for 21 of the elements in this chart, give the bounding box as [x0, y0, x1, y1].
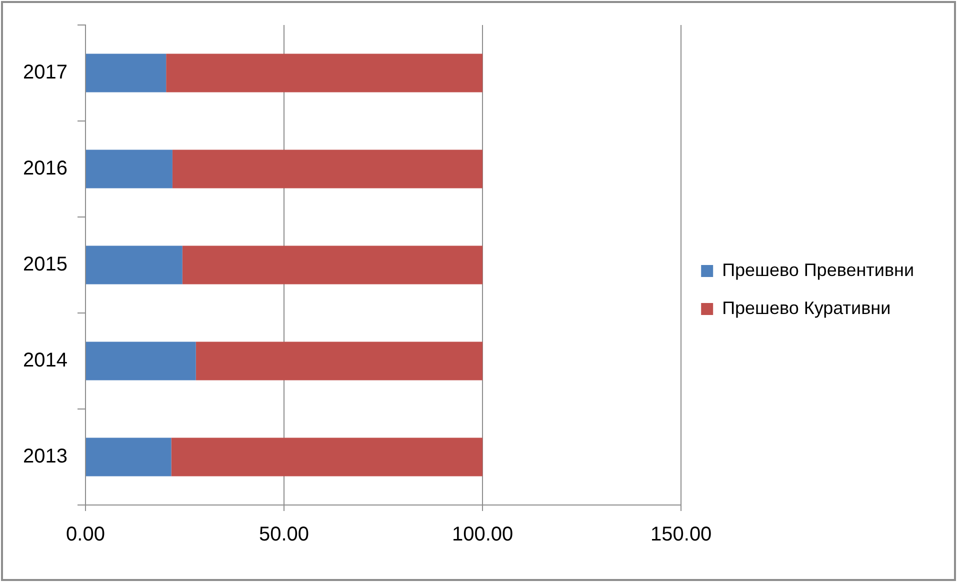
bar: [196, 342, 483, 380]
y-tick-label: 2013: [22, 446, 68, 468]
x-tick-label: 150.00: [650, 524, 712, 546]
y-tick-label: 2017: [22, 62, 68, 84]
x-tick-label: 100.00: [452, 524, 514, 546]
bar: [86, 438, 172, 476]
bar: [86, 54, 166, 92]
bar: [172, 150, 483, 188]
x-tick-label: 0.00: [66, 524, 105, 546]
bar: [171, 438, 483, 476]
bar: [86, 342, 196, 380]
legend-label: Прешево Превентивни: [722, 260, 914, 280]
legend-label: Прешево Куративни: [722, 298, 891, 318]
bar: [166, 54, 483, 92]
bar: [86, 150, 172, 188]
y-tick-label: 2015: [22, 254, 68, 276]
y-tick-label: 2014: [22, 350, 68, 372]
bar: [86, 246, 182, 284]
x-tick-label: 50.00: [258, 524, 310, 546]
y-tick-label: 2016: [22, 158, 68, 180]
bar: [182, 246, 483, 284]
